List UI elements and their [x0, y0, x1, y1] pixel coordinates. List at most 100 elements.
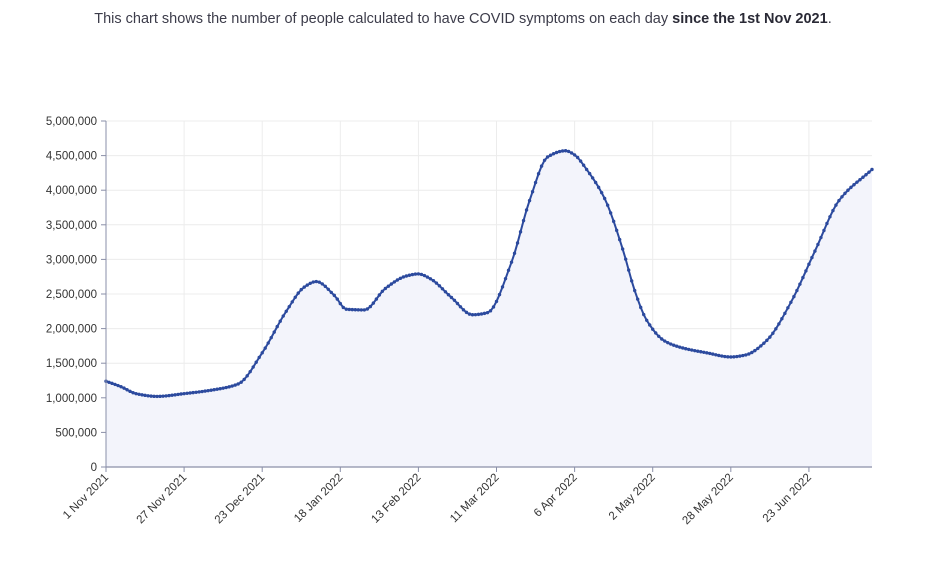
data-point: [747, 352, 751, 356]
data-point: [458, 305, 463, 309]
x-tick-label: 2 May 2022: [607, 472, 658, 523]
data-point: [383, 286, 388, 291]
data-point: [506, 268, 511, 273]
axes: [101, 120, 872, 472]
data-point: [666, 340, 670, 345]
data-point: [611, 219, 616, 224]
data-point: [726, 355, 730, 359]
data-point: [861, 175, 865, 179]
data-point: [762, 341, 766, 345]
data-point: [584, 167, 589, 172]
data-point: [377, 293, 382, 297]
data-point: [699, 350, 703, 354]
data-point: [684, 347, 688, 351]
data-point: [425, 275, 430, 279]
data-point: [858, 177, 862, 182]
data-point: [648, 323, 652, 327]
data-point: [122, 386, 126, 390]
data-point: [470, 313, 475, 317]
x-axis-labels: 1 Nov 2021 27 Nov 2021 23 Dec 2021 18 Jan 2…: [61, 472, 814, 528]
data-point: [608, 211, 613, 215]
y-tick-label: 0: [91, 462, 97, 474]
data-point: [461, 308, 466, 312]
x-tick-label: 6 Apr 2022: [532, 472, 580, 520]
data-point: [614, 228, 619, 233]
data-point: [323, 284, 327, 289]
data-point: [548, 153, 553, 157]
data-point: [855, 180, 859, 184]
data-point: [320, 282, 324, 286]
x-tick-label: 28 May 2022: [680, 472, 736, 528]
data-point: [326, 287, 330, 291]
data-point: [786, 306, 790, 310]
data-point: [840, 195, 844, 199]
data-point: [804, 269, 808, 273]
data-point: [524, 208, 529, 212]
data-point: [723, 354, 727, 359]
data-point: [765, 338, 769, 343]
data-point: [473, 312, 478, 317]
data-point: [777, 322, 781, 326]
data-point: [834, 203, 838, 207]
data-point: [566, 149, 571, 154]
x-tick-label: 1 Nov 2021: [61, 472, 111, 522]
data-point: [422, 273, 427, 278]
data-point: [632, 288, 637, 293]
data-point: [113, 382, 117, 387]
data-point: [515, 241, 520, 245]
x-tick-label: 18 Jan 2022: [292, 472, 345, 525]
data-point: [750, 350, 754, 355]
data-point: [605, 203, 610, 207]
data-point: [317, 280, 321, 284]
data-point: [305, 283, 309, 287]
data-point: [602, 196, 607, 201]
data-point: [434, 281, 439, 285]
data-point: [431, 278, 436, 283]
y-tick-label: 5,000,000: [46, 116, 97, 128]
data-point: [374, 297, 379, 301]
data-point: [867, 170, 871, 174]
series-markers: [104, 149, 874, 399]
data-point: [314, 279, 318, 284]
data-point: [518, 230, 523, 234]
data-point: [215, 387, 219, 391]
data-point: [248, 369, 252, 374]
data-point: [209, 388, 213, 392]
y-tick-label: 3,000,000: [46, 254, 97, 266]
data-point: [623, 257, 628, 261]
y-tick-label: 500,000: [55, 427, 97, 439]
data-point: [563, 149, 568, 153]
data-point: [870, 167, 874, 172]
data-point: [476, 312, 481, 317]
data-point: [455, 301, 460, 306]
data-point: [452, 298, 457, 302]
data-point: [167, 393, 171, 398]
data-point: [293, 295, 297, 299]
data-point: [467, 312, 472, 316]
data-point: [332, 293, 336, 298]
data-point: [191, 390, 195, 395]
data-point: [398, 276, 403, 281]
data-point: [449, 295, 454, 300]
data-point: [269, 335, 273, 340]
data-point: [116, 383, 120, 388]
data-point: [578, 159, 583, 163]
data-point: [440, 287, 445, 291]
data-point: [134, 391, 138, 396]
data-point: [626, 268, 631, 272]
data-point: [551, 152, 556, 156]
data-point: [822, 228, 826, 233]
data-point: [654, 331, 658, 335]
caption-text: This chart shows the number of people ca…: [94, 11, 673, 27]
data-point: [639, 305, 643, 310]
data-point: [188, 391, 192, 395]
data-point: [705, 351, 709, 355]
data-point: [392, 280, 397, 284]
data-point: [338, 301, 343, 306]
data-point: [575, 155, 580, 160]
data-point: [125, 388, 129, 392]
caption-bold-date: since the 1st Nov 2021: [672, 11, 828, 27]
data-point: [413, 272, 418, 276]
data-point: [837, 198, 841, 203]
y-tick-label: 1,000,000: [46, 393, 97, 405]
